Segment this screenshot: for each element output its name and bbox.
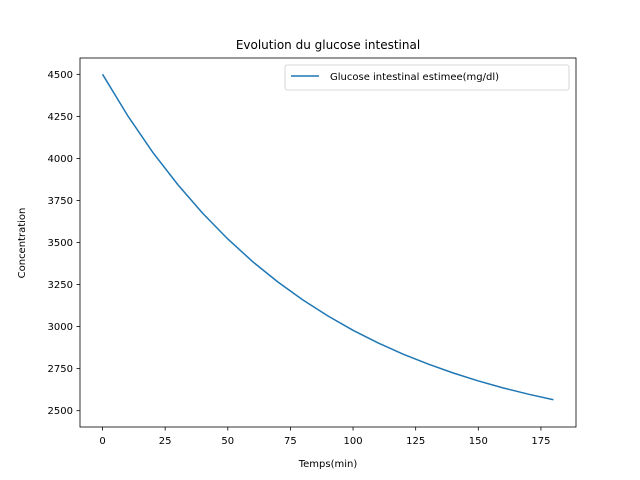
x-axis-title: Temps(min) <box>298 459 358 470</box>
y-tick-label: 3250 <box>48 280 73 291</box>
legend-label: Glucose intestinal estimee(mg/dl) <box>330 72 499 83</box>
legend-box <box>284 64 570 91</box>
series-line-0 <box>101 73 554 401</box>
x-tick-label: 100 <box>344 436 363 447</box>
x-tick-label: 0 <box>99 436 105 447</box>
x-tick-label: 50 <box>221 436 234 447</box>
y-tick-label: 2750 <box>48 364 73 375</box>
y-tick-label: 3500 <box>48 238 73 249</box>
legend: Glucose intestinal estimee(mg/dl) <box>284 64 570 91</box>
y-tick-label: 4250 <box>48 112 73 123</box>
chart-title: Evolution du glucose intestinal <box>236 38 420 52</box>
x-tick-label: 75 <box>284 436 297 447</box>
x-tick-label: 125 <box>406 436 425 447</box>
y-tick-label: 3750 <box>48 196 73 207</box>
x-tick-label: 150 <box>469 436 488 447</box>
y-tick-label: 2500 <box>48 406 73 417</box>
y-tick-label: 4500 <box>48 70 73 81</box>
x-tick-label: 175 <box>531 436 550 447</box>
x-tick-label: 25 <box>159 436 172 447</box>
y-axis-title: Concentration <box>17 208 28 279</box>
y-tick-label: 3000 <box>48 322 73 333</box>
y-tick-label: 4000 <box>48 154 73 165</box>
